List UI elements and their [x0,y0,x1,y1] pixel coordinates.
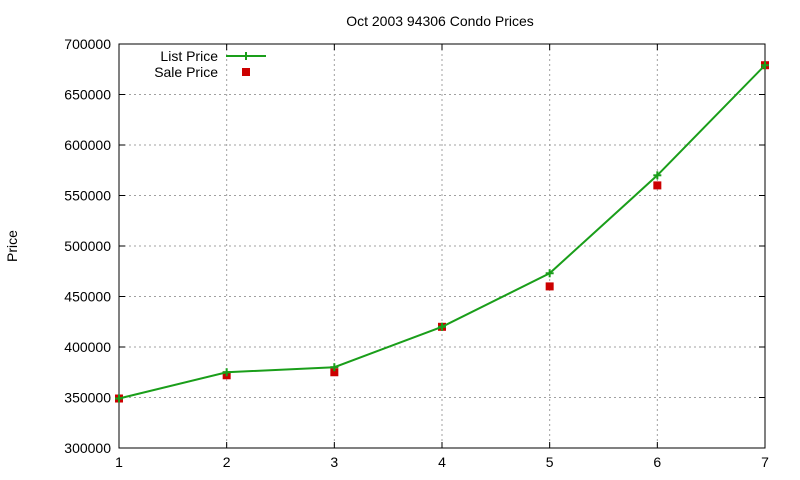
data-point [761,61,769,70]
x-tick-label: 7 [761,454,769,470]
axis-ticks: 1 2 3 4 5 6 7 300000 350000 400000 450000 500000 550… [64,36,769,470]
data-point [653,181,662,190]
x-tick-label: 2 [223,454,231,470]
legend-label: List Price [160,48,218,64]
y-axis-label: Price [4,230,20,262]
x-tick-label: 3 [330,454,338,470]
series-layer [115,61,769,403]
y-tick-label: 700000 [64,36,111,52]
data-point [330,363,339,372]
data-point [653,171,662,180]
legend-label: Sale Price [154,64,218,80]
y-tick-label: 450000 [64,289,111,305]
series-list-price [115,61,769,403]
data-point [330,368,339,377]
legend-marker [242,68,250,76]
y-tick-label: 350000 [64,390,111,406]
data-point [545,282,554,291]
y-tick-label: 650000 [64,87,111,103]
x-tick-label: 5 [546,454,554,470]
y-tick-label: 500000 [64,238,111,254]
series-sale-price [115,61,769,403]
y-tick-label: 300000 [64,440,111,456]
grid [119,44,765,448]
data-point [115,394,123,403]
x-tick-label: 6 [653,454,661,470]
y-tick-label: 400000 [64,339,111,355]
data-point [545,269,554,278]
data-point [438,322,446,331]
x-tick-label: 1 [115,454,123,470]
legend-marker [242,52,250,60]
y-tick-label: 600000 [64,137,111,153]
y-tick-label: 550000 [64,188,111,204]
data-point [222,368,231,377]
chart-title: Oct 2003 94306 Condo Prices [346,13,534,29]
x-tick-label: 4 [438,454,446,470]
